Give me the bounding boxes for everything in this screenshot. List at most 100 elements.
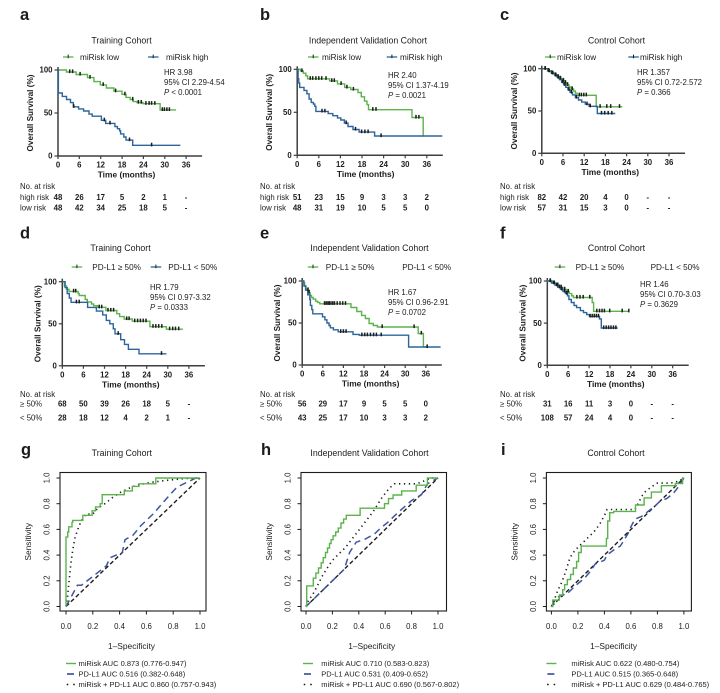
svg-text:Independent Validation Cohort: Independent Validation Cohort — [309, 36, 428, 46]
svg-text:29: 29 — [318, 400, 327, 409]
svg-text:P = 0.366: P = 0.366 — [637, 88, 671, 97]
svg-text:5: 5 — [163, 204, 168, 213]
svg-text:100: 100 — [279, 65, 293, 74]
svg-text:12: 12 — [100, 414, 109, 423]
svg-text:d: d — [20, 225, 30, 243]
svg-text:9: 9 — [362, 400, 367, 409]
svg-text:18: 18 — [358, 160, 367, 169]
svg-text:19: 19 — [336, 204, 345, 213]
svg-text:6: 6 — [77, 161, 82, 170]
svg-text:28: 28 — [58, 414, 67, 423]
svg-text:17: 17 — [96, 193, 105, 202]
svg-text:miRisk high: miRisk high — [400, 53, 443, 62]
svg-text:Independent Validation Cohort: Independent Validation Cohort — [310, 448, 429, 458]
svg-text:0.8: 0.8 — [43, 498, 52, 509]
svg-text:PD-L1 ≥ 50%: PD-L1 ≥ 50% — [576, 263, 625, 272]
svg-text:2: 2 — [141, 193, 146, 202]
svg-text:0.0: 0.0 — [43, 600, 52, 612]
svg-text:0.8: 0.8 — [652, 622, 663, 631]
svg-text:0: 0 — [545, 370, 550, 379]
svg-text:No. at risk: No. at risk — [260, 182, 295, 191]
svg-text:50: 50 — [528, 107, 537, 116]
svg-text:6: 6 — [566, 370, 571, 379]
svg-text:miRisk AUC 0.710 (0.583-0.823): miRisk AUC 0.710 (0.583-0.823) — [321, 659, 429, 668]
svg-text:18: 18 — [118, 161, 127, 170]
svg-text:PD-L1 ≥ 50%: PD-L1 ≥ 50% — [92, 263, 141, 272]
svg-text:12: 12 — [336, 160, 345, 169]
svg-text:0: 0 — [287, 151, 292, 160]
svg-text:1: 1 — [163, 193, 168, 202]
svg-text:0: 0 — [532, 149, 537, 158]
svg-text:108: 108 — [541, 414, 555, 423]
svg-text:0.6: 0.6 — [529, 524, 538, 535]
svg-text:0: 0 — [624, 204, 629, 213]
svg-text:-: - — [185, 193, 188, 202]
svg-text:Overall Survival (%): Overall Survival (%) — [510, 72, 519, 149]
svg-text:18: 18 — [142, 400, 151, 409]
svg-text:0.4: 0.4 — [529, 549, 538, 561]
svg-text:0.0: 0.0 — [301, 622, 313, 631]
svg-text:b: b — [260, 6, 270, 24]
svg-text:1.0: 1.0 — [43, 472, 52, 484]
svg-text:68: 68 — [58, 400, 67, 409]
svg-text:24: 24 — [142, 370, 151, 379]
svg-text:30: 30 — [647, 370, 656, 379]
svg-text:10: 10 — [360, 414, 369, 423]
svg-text:0.4: 0.4 — [284, 549, 293, 561]
svg-text:0: 0 — [300, 370, 305, 379]
svg-text:2: 2 — [424, 414, 429, 423]
svg-text:12: 12 — [580, 158, 589, 167]
svg-text:31: 31 — [559, 204, 568, 213]
svg-text:g: g — [21, 441, 31, 459]
svg-text:2: 2 — [145, 414, 150, 423]
svg-text:0.0: 0.0 — [61, 622, 73, 631]
svg-text:3: 3 — [381, 193, 386, 202]
svg-text:5: 5 — [403, 400, 408, 409]
svg-text:0: 0 — [292, 361, 297, 370]
svg-text:0: 0 — [537, 361, 542, 370]
svg-text:26: 26 — [75, 193, 84, 202]
svg-text:4: 4 — [608, 414, 613, 423]
svg-text:1.0: 1.0 — [195, 622, 207, 631]
svg-text:100: 100 — [44, 277, 58, 286]
svg-text:≥ 50%: ≥ 50% — [500, 400, 522, 409]
svg-text:HR 1.46: HR 1.46 — [640, 280, 669, 289]
svg-text:17: 17 — [339, 414, 348, 423]
svg-text:42: 42 — [559, 193, 568, 202]
svg-text:1: 1 — [166, 414, 171, 423]
svg-text:23: 23 — [314, 193, 323, 202]
svg-text:0.8: 0.8 — [529, 498, 538, 509]
svg-text:1–Specificity: 1–Specificity — [590, 641, 638, 651]
svg-text:PD-L1 ≥ 50%: PD-L1 ≥ 50% — [326, 263, 375, 272]
svg-text:Sensitivity: Sensitivity — [509, 522, 519, 561]
svg-text:3: 3 — [403, 193, 408, 202]
svg-text:high risk: high risk — [20, 193, 49, 202]
svg-text:1.0: 1.0 — [678, 622, 690, 631]
svg-text:95% CI 0.96-2.91: 95% CI 0.96-2.91 — [388, 298, 449, 307]
svg-text:0.6: 0.6 — [284, 524, 293, 535]
svg-text:51: 51 — [293, 193, 302, 202]
svg-text:P = 0.0021: P = 0.0021 — [388, 91, 426, 100]
svg-text:0.2: 0.2 — [284, 575, 293, 586]
svg-text:No. at risk: No. at risk — [500, 182, 535, 191]
svg-text:Independent Validation Cohort: Independent Validation Cohort — [310, 243, 429, 253]
svg-text:12: 12 — [339, 370, 348, 379]
svg-text:miRisk high: miRisk high — [640, 53, 683, 62]
svg-text:31: 31 — [543, 400, 552, 409]
svg-text:1.0: 1.0 — [529, 472, 538, 484]
svg-text:9: 9 — [360, 193, 365, 202]
svg-text:HR 1.357: HR 1.357 — [637, 68, 670, 77]
svg-text:Training Cohort: Training Cohort — [92, 448, 153, 458]
svg-text:3: 3 — [382, 414, 387, 423]
svg-text:0.2: 0.2 — [572, 622, 583, 631]
svg-text:miRisk low: miRisk low — [557, 53, 596, 62]
svg-text:low risk: low risk — [20, 204, 46, 213]
svg-text:Time (months): Time (months) — [587, 379, 645, 389]
svg-text:5: 5 — [166, 400, 171, 409]
svg-text:low risk: low risk — [500, 204, 526, 213]
svg-text:0.8: 0.8 — [284, 498, 293, 509]
svg-text:50: 50 — [79, 400, 88, 409]
svg-text:4: 4 — [603, 193, 608, 202]
svg-text:1.0: 1.0 — [284, 472, 293, 484]
svg-text:57: 57 — [537, 204, 546, 213]
